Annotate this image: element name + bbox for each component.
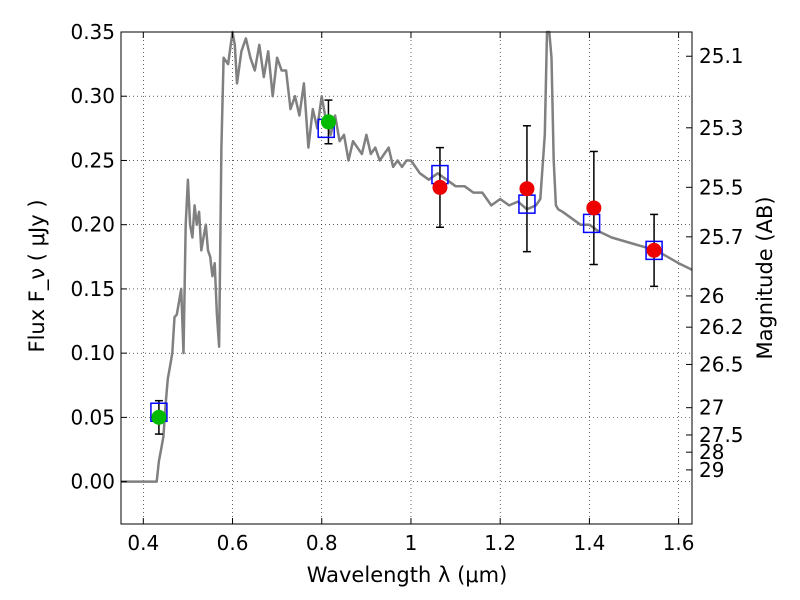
observed-flux-point bbox=[151, 409, 167, 425]
y-tick-label: 0.15 bbox=[70, 277, 115, 301]
right-tick-label: 25.7 bbox=[699, 225, 744, 249]
observed-flux-point bbox=[320, 114, 336, 130]
x-tick-label: 1 bbox=[405, 531, 418, 555]
ticks-layer bbox=[121, 31, 692, 524]
model-sed-line bbox=[121, 30, 693, 483]
right-tick-label: 27.5 bbox=[699, 423, 744, 447]
x-tick-labels: 0.4 0.6 0.8 1 1.2 1.4 1.6 bbox=[127, 531, 694, 555]
x-tick-label: 1.4 bbox=[573, 531, 605, 555]
right-tick-label: 25.3 bbox=[699, 116, 744, 140]
model-photometry-square bbox=[645, 240, 663, 261]
grid bbox=[121, 31, 692, 524]
right-tick-label: 25.5 bbox=[699, 175, 744, 199]
y-tick-label: 0.05 bbox=[70, 405, 115, 429]
errorbar-layer bbox=[154, 99, 659, 435]
points-layer bbox=[150, 114, 663, 425]
y-tick-labels: 0.00 0.05 0.10 0.15 0.20 0.25 0.30 0.35 bbox=[70, 20, 115, 494]
x-tick-label: 1.2 bbox=[484, 531, 516, 555]
x-tick-label: 0.4 bbox=[127, 531, 159, 555]
x-tick-label: 0.8 bbox=[306, 531, 338, 555]
right-tick-label: 25.1 bbox=[699, 44, 744, 68]
y-axis-label: Flux F_ν ( μJy ) bbox=[25, 199, 50, 352]
y-tick-label: 0.25 bbox=[70, 148, 115, 172]
right-tick-label: 27 bbox=[699, 396, 724, 420]
y-tick-label: 0.10 bbox=[70, 341, 115, 365]
right-tick-label: 28 bbox=[699, 440, 724, 464]
x-tick-label: 0.6 bbox=[217, 531, 249, 555]
right-tick-label: 26 bbox=[699, 284, 724, 308]
y-tick-label: 0.00 bbox=[70, 470, 115, 494]
x-tick-label: 1.6 bbox=[663, 531, 695, 555]
right-tick-label: 26.2 bbox=[699, 315, 744, 339]
observed-flux-point bbox=[586, 200, 602, 216]
y-tick-label: 0.20 bbox=[70, 213, 115, 237]
y-tick-label: 0.35 bbox=[70, 20, 115, 44]
model-sed-layer bbox=[121, 30, 693, 483]
observed-flux-point bbox=[519, 181, 535, 197]
y-tick-label: 0.30 bbox=[70, 84, 115, 108]
right-axis-label: Magnitude (AB) bbox=[753, 196, 777, 359]
right-tick-label: 26.5 bbox=[699, 352, 744, 376]
observed-flux-point bbox=[432, 179, 448, 195]
plot-frame bbox=[120, 31, 693, 525]
x-axis-label: Wavelength λ (μm) bbox=[307, 563, 508, 587]
observed-flux-point bbox=[646, 242, 662, 258]
right-tick-label: 29 bbox=[699, 458, 724, 482]
